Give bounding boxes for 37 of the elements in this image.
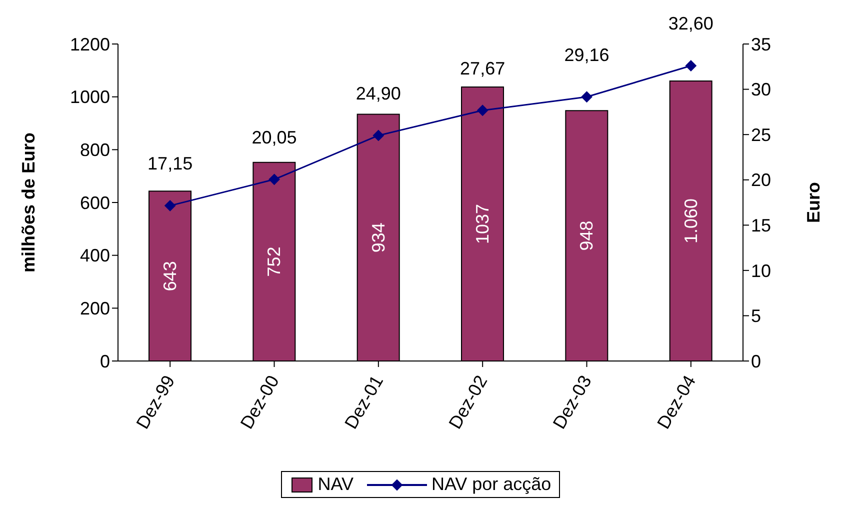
y2-tick-label: 0 bbox=[751, 351, 762, 372]
point bbox=[685, 60, 696, 72]
data-label: 752 bbox=[264, 246, 284, 277]
y2-axis-title: Euro bbox=[803, 182, 824, 224]
legend-label: NAV por acção bbox=[430, 474, 552, 495]
y-tick-label: 1200 bbox=[70, 34, 110, 54]
y2-tick-label: 25 bbox=[751, 124, 772, 145]
data-label: 27,67 bbox=[460, 58, 506, 78]
y-tick-label: 200 bbox=[80, 298, 110, 319]
data-label: 29,16 bbox=[564, 44, 610, 65]
point bbox=[477, 104, 488, 116]
y2-tick-label: 10 bbox=[751, 260, 772, 281]
y-tick-label: 600 bbox=[80, 192, 110, 213]
data-label: 32,60 bbox=[668, 14, 714, 34]
y2-tick-label: 20 bbox=[751, 170, 772, 190]
point bbox=[268, 174, 280, 185]
y2-tick-label: 5 bbox=[751, 306, 762, 326]
data-label: 948 bbox=[576, 220, 597, 251]
data-label: 934 bbox=[368, 222, 388, 253]
y2-tick-label: 30 bbox=[751, 80, 772, 100]
y-axis-title: milhões de Euro bbox=[18, 132, 38, 273]
point bbox=[372, 130, 384, 141]
data-label: 1037 bbox=[472, 204, 492, 244]
y2-tick-label: 35 bbox=[751, 34, 772, 54]
y2-tick-label: 15 bbox=[751, 216, 772, 236]
data-label: 1.060 bbox=[680, 198, 701, 244]
data-label: 20,05 bbox=[252, 127, 297, 148]
y-tick-label: 0 bbox=[100, 351, 110, 372]
data-label: 24,90 bbox=[356, 83, 401, 104]
data-label: 17,15 bbox=[148, 154, 193, 174]
y-tick-label: 400 bbox=[80, 246, 110, 266]
point bbox=[164, 200, 176, 212]
point bbox=[581, 91, 592, 102]
y-tick-label: 1000 bbox=[70, 87, 110, 108]
legend-label: NAV bbox=[316, 474, 354, 495]
y-tick-label: 800 bbox=[80, 140, 110, 160]
data-label: 643 bbox=[160, 261, 180, 292]
